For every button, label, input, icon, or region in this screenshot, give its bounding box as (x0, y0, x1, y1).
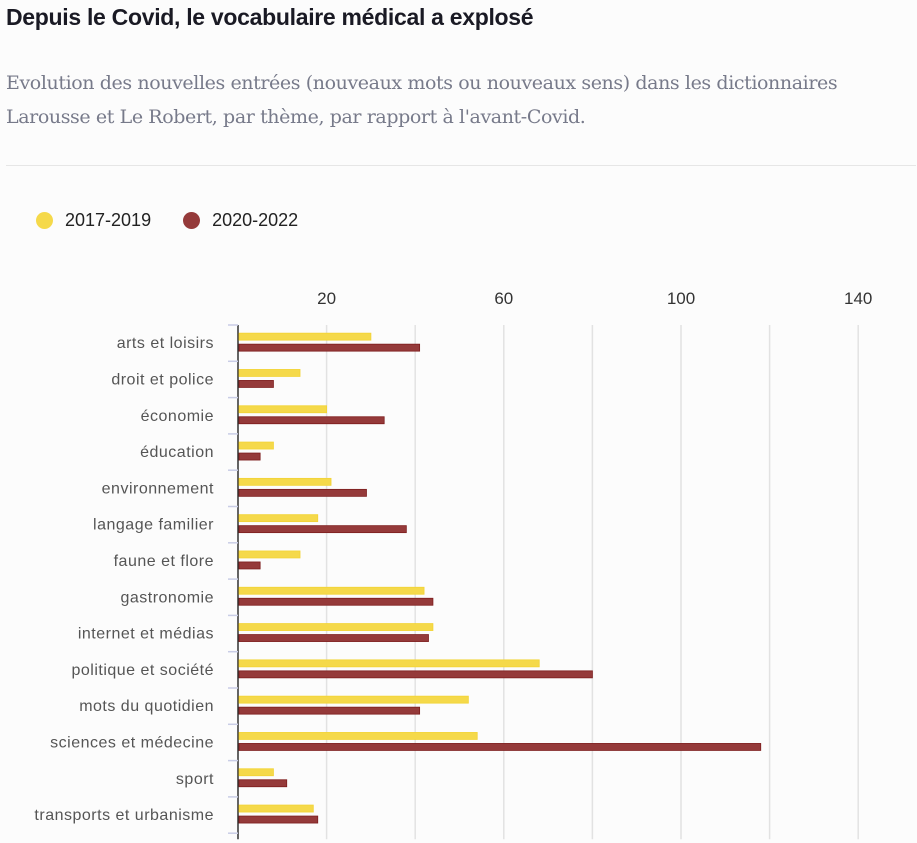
bar-2020-2022 (238, 561, 261, 570)
category-label: transports et urbanisme (34, 807, 214, 824)
x-tick-label-140: 140 (844, 289, 872, 308)
category-label: langage familier (93, 517, 214, 534)
bar-2020-2022 (238, 597, 434, 606)
category-label: politique et société (71, 662, 214, 679)
bar-2020-2022 (238, 634, 429, 642)
bar-2020-2022 (238, 815, 319, 824)
bar-2020-2022 (238, 452, 261, 461)
bar-2020-2022 (238, 670, 593, 679)
bar-2017-2019 (238, 332, 372, 341)
category-label: arts et loisirs (117, 335, 214, 352)
bar-2017-2019 (238, 514, 319, 523)
bar-2017-2019 (238, 369, 301, 377)
legend-label-2017-2019: 2017-2019 (65, 210, 152, 230)
x-tick-label-60: 60 (494, 289, 513, 308)
legend-label-2020-2022: 2020-2022 (212, 210, 299, 230)
legend: 2017-2019 2020-2022 (36, 210, 330, 231)
category-label: environnement (102, 480, 214, 497)
category-label: gastronomie (120, 589, 214, 606)
bar-2017-2019 (238, 659, 540, 668)
bar-2017-2019 (238, 477, 332, 486)
bar-2017-2019 (238, 695, 469, 704)
bar-2020-2022 (238, 779, 288, 788)
category-label: sport (176, 771, 214, 788)
legend-swatch-2020-2022 (183, 212, 201, 229)
bar-2017-2019 (238, 804, 314, 813)
category-label: faune et flore (114, 553, 214, 570)
category-label: internet et médias (78, 626, 214, 643)
bar-2020-2022 (238, 380, 274, 388)
bar-2017-2019 (238, 441, 274, 450)
x-tick-label-20: 20 (317, 289, 336, 308)
chart-subtitle: Evolution des nouvelles entrées (nouveau… (6, 72, 838, 128)
x-tick-label-100: 100 (667, 289, 695, 308)
bar-chart: 20 60 100 140 arts et loisirs droit et police… (34, 289, 872, 840)
category-label: économie (141, 408, 214, 425)
bar-2017-2019 (238, 405, 327, 414)
bar-2017-2019 (238, 768, 274, 777)
bar-2017-2019 (238, 586, 425, 595)
legend-swatch-2017-2019 (36, 212, 53, 229)
chart-title: Depuis le Covid, le vocabulaire médical … (6, 4, 534, 30)
bar-2020-2022 (238, 525, 407, 534)
bar-2017-2019 (238, 732, 478, 740)
category-label: éducation (140, 444, 214, 461)
bar-2020-2022 (238, 706, 421, 715)
divider (6, 165, 916, 166)
category-label: sciences et médecine (50, 734, 214, 751)
bar-2020-2022 (238, 343, 421, 352)
bar-2020-2022 (238, 743, 762, 751)
bar-2020-2022 (238, 488, 367, 497)
legend-item-2020-2022[interactable]: 2020-2022 (183, 210, 298, 231)
category-label: mots du quotidien (79, 698, 214, 715)
category-label: droit et police (111, 371, 214, 388)
bar-2017-2019 (238, 623, 434, 631)
bar-2020-2022 (238, 416, 385, 425)
legend-item-2017-2019[interactable]: 2017-2019 (36, 210, 151, 231)
bar-2017-2019 (238, 550, 301, 559)
